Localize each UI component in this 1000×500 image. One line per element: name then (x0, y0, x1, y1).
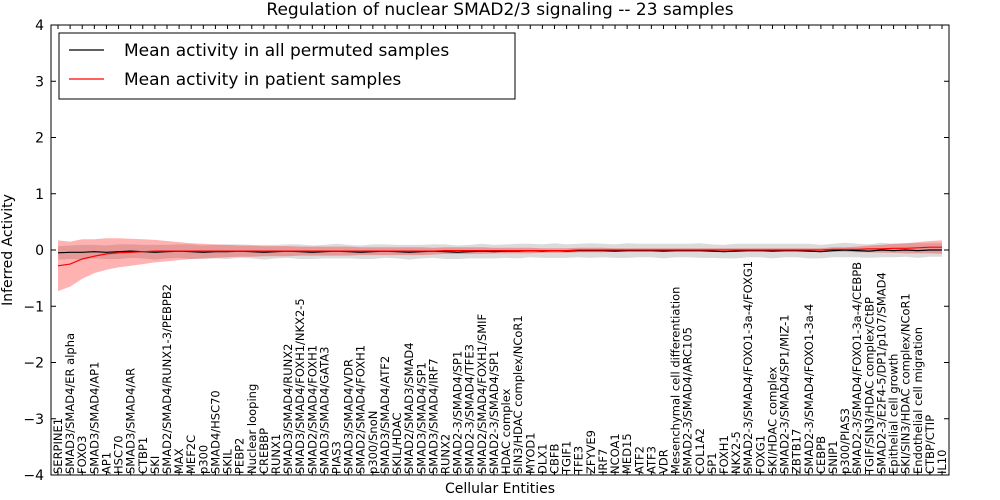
x-tick-label: CREBBP (257, 428, 271, 474)
x-tick-label: SKI/HDAC complex (766, 366, 780, 474)
y-tick-label: 4 (35, 18, 44, 34)
x-tick-label: IL10 (935, 450, 949, 474)
y-tick-label: −2 (23, 356, 44, 372)
legend-label-permuted: Mean activity in all permuted samples (124, 41, 449, 61)
y-tick-label: −4 (23, 468, 44, 484)
x-tick-label: HSC70 (112, 435, 126, 474)
x-tick-label: SMAD3/SMAD4/ER alpha (63, 333, 77, 474)
x-tick-label: SMAD3/SMAD4/RUNX2 (281, 344, 295, 474)
y-tick-label: −1 (23, 299, 44, 315)
x-tick-label: SMAD3/SMAD4/IRF7 (426, 358, 440, 474)
x-tick-label: DLX1 (535, 444, 549, 474)
x-tick-label: SMAD2-3/SMAD4/FOXO1-3a-4 (802, 304, 816, 474)
x-tick-label: COL1A2 (693, 428, 707, 474)
x-tick-label: MED15 (620, 433, 634, 474)
chart-title: Regulation of nuclear SMAD2/3 signaling … (266, 0, 734, 20)
x-tick-label: MEF2C (184, 435, 198, 474)
x-tick-label: SMAD2/SMAD4/FOXH1 (354, 345, 368, 474)
x-tick-label: p300/PIAS3 (838, 408, 852, 474)
y-tick-label: 0 (35, 243, 44, 259)
x-tick-label: SKIL (221, 449, 235, 474)
x-tick-label: CTBP/CTIP (923, 415, 937, 474)
series-lines (57, 246, 942, 267)
x-tick-label: MYOD1 (523, 432, 537, 474)
x-tick-label: SMAD3/SMAD4/FOXH1/NKX2-5 (293, 298, 307, 474)
x-tick-label: SMAD2-3/SMAD4/TFE3 (463, 344, 477, 474)
x-tick-label: CEBPB (814, 436, 828, 474)
y-tick-label: 2 (35, 131, 44, 147)
x-tick-label: SERPINE1 (51, 418, 65, 474)
x-tick-label: SMAD2-3/SMAD4/SP1/MIZ-1 (778, 314, 792, 474)
x-tick-label: CTBP1 (136, 437, 150, 474)
legend: Mean activity in all permuted samples Me… (58, 32, 516, 100)
x-tick-label: SKI (148, 456, 162, 474)
x-tick-label: MAX (172, 448, 186, 474)
x-tick-label: SMAD2-3/SMAD4/ARC105 (681, 327, 695, 474)
legend-box (58, 32, 516, 100)
x-tick-label: RUNX2 (439, 434, 453, 474)
y-tick-label: 3 (35, 74, 44, 90)
x-tick-label: VDR (657, 449, 671, 474)
y-axis-label: Inferred Activity (0, 194, 16, 306)
x-tick-label: SKIL/HDAC (390, 412, 404, 474)
x-tick-label: TFE3 (572, 446, 586, 475)
x-tick-label: SMAD2/SMAD4/RUNX1-3/PEBPB2 (160, 284, 174, 474)
x-tick-label: SMAD3/SMAD4/ATF2 (378, 356, 392, 474)
x-tick-label: SMAD3/SMAD4/AP1 (87, 362, 101, 474)
x-tick-label: SP1 (705, 452, 719, 474)
x-tick-label: SNIP1 (826, 440, 840, 474)
line-patient (57, 246, 942, 267)
y-tick-label: 1 (35, 187, 44, 203)
y-axis: 4 3 2 1 0 −1 −2 −3 −4 (23, 18, 949, 484)
x-tick-label: ZBTB17 (790, 429, 804, 474)
x-tick-label: SMAD2-3/E2F4-5/DP1/p107/SMAD4 (875, 272, 889, 474)
x-tick-label: ZFYVE9 (584, 430, 598, 474)
x-tick-label: Nuclear looping (245, 384, 259, 474)
x-tick-label: SMAD3/SMAD4/VDR (342, 359, 356, 474)
x-tick-label: Epithelial cell growth (887, 354, 901, 474)
x-tick-label: RUNX1 (269, 434, 283, 474)
x-tick-label: CBFB (548, 443, 562, 474)
x-tick-label: SMAD2/SMAD4/FOXH1/SMIF (475, 314, 489, 474)
x-tick-label: NKX2-5 (729, 431, 743, 474)
x-tick-label: SMAD2/SMAD3/SMAD4 (402, 342, 416, 474)
x-tick-label: FOXG1 (753, 435, 767, 474)
x-tick-label: SMAD2/SMAD4/FOXH1 (305, 345, 319, 474)
x-tick-label: PIAS3 (330, 441, 344, 474)
x-tick-label: FOXO3 (75, 436, 89, 474)
x-tick-label: p300 (196, 445, 210, 474)
x-tick-label: ATF2 (632, 446, 646, 474)
x-tick-label: SMAD3/SMAD4/SP1 (414, 362, 428, 474)
x-tick-label: FOXH1 (717, 435, 731, 474)
x-tick-label: Mesenchymal cell differentiation (669, 287, 683, 474)
x-tick-label: TGIF/SIN3/HDAC complex/CtBP (862, 297, 876, 475)
x-tick-label: SMAD3/SMAD4/GATA3 (317, 347, 331, 474)
x-tick-label: ATF3 (644, 446, 658, 474)
legend-label-patient: Mean activity in patient samples (124, 70, 401, 90)
x-tick-label: TGIF1 (560, 441, 574, 475)
x-axis-label: Cellular Entities (445, 481, 555, 497)
x-tick-label: Endothelial cell migration (911, 327, 925, 474)
x-tick-label: SMAD3/SMAD4/AR (124, 368, 138, 474)
x-tick-label: SMAD2-3/SMAD4/FOXO1-3a-4/CEBPB (850, 262, 864, 474)
x-tick-label: SMAD2-3/SMAD4/SP1 (487, 351, 501, 474)
x-tick-label: SMAD2-3/SMAD4/SP1 (451, 351, 465, 474)
x-tick-label: PEBP2 (233, 438, 247, 474)
x-tick-label: SIN3/HDAC complex/NCoR1 (511, 315, 525, 474)
x-tick-label: NCOA1 (608, 433, 622, 474)
x-tick-label: AP1 (99, 452, 113, 474)
confidence-bands (58, 238, 942, 292)
x-tick-label: SMAD4/HSC70 (208, 390, 222, 474)
x-tick-label: p300/SnoN (366, 411, 380, 474)
x-tick-label: SKI/SIN3/HDAC complex/NCoR1 (899, 293, 913, 474)
x-tick-label: SMAD2-3/SMAD4/FOXO1-3a-4/FOXG1 (741, 261, 755, 474)
x-tick-label: HDAC complex (499, 388, 513, 474)
y-tick-label: −3 (23, 412, 44, 428)
x-tick-label: IRF7 (596, 449, 610, 474)
